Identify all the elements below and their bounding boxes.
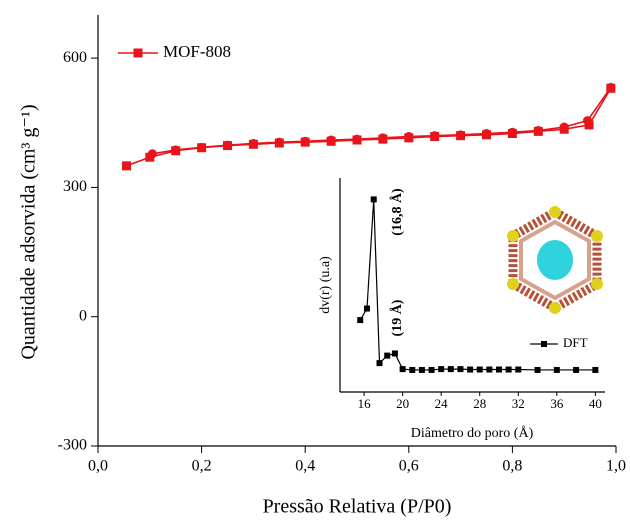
cluster bbox=[507, 230, 519, 242]
cluster bbox=[591, 278, 603, 290]
series-line bbox=[152, 87, 610, 153]
x-tick-label: 0,2 bbox=[192, 458, 212, 475]
data-point bbox=[364, 306, 370, 312]
x-tick-label: 20 bbox=[396, 396, 409, 411]
data-point bbox=[197, 143, 206, 152]
legend-label: MOF-808 bbox=[163, 42, 231, 61]
x-tick-label: 1,0 bbox=[606, 458, 626, 475]
data-point bbox=[467, 367, 473, 373]
legend-marker bbox=[134, 49, 143, 58]
data-point bbox=[583, 116, 592, 125]
data-point bbox=[438, 366, 444, 372]
x-tick-label: 28 bbox=[473, 396, 486, 411]
x-tick-label: 0,4 bbox=[295, 458, 315, 475]
data-point bbox=[457, 366, 463, 372]
data-point bbox=[515, 367, 521, 373]
data-point bbox=[606, 83, 615, 92]
data-point bbox=[122, 161, 131, 170]
data-point bbox=[384, 353, 390, 359]
data-point bbox=[573, 367, 579, 373]
data-point bbox=[409, 367, 415, 373]
data-point bbox=[482, 129, 491, 138]
x-tick-label: 40 bbox=[589, 396, 602, 411]
data-point bbox=[249, 139, 258, 148]
cluster bbox=[549, 302, 561, 314]
data-point bbox=[148, 149, 157, 158]
data-point bbox=[404, 132, 413, 141]
data-point bbox=[496, 367, 502, 373]
structure-icon bbox=[507, 206, 603, 314]
x-tick-label: 32 bbox=[512, 396, 525, 411]
data-point bbox=[554, 367, 560, 373]
data-point bbox=[223, 141, 232, 150]
chart: Pressão Relativa (P/P0) Quantidade adsor… bbox=[0, 0, 630, 522]
data-point bbox=[400, 366, 406, 372]
x-tick-label: 24 bbox=[435, 396, 449, 411]
y-tick-label: -300 bbox=[58, 437, 87, 454]
data-point bbox=[456, 130, 465, 139]
x-axis-title: Pressão Relativa (P/P0) bbox=[263, 496, 452, 518]
annotation: (19 Å) bbox=[389, 299, 405, 336]
x-tick-label: 0,6 bbox=[399, 458, 419, 475]
cluster bbox=[549, 206, 561, 218]
annotation: (16,8 Å) bbox=[389, 188, 405, 236]
y-tick-label: 0 bbox=[79, 307, 87, 324]
pore bbox=[537, 240, 573, 280]
data-point bbox=[392, 350, 398, 356]
x-tick-label: 0,8 bbox=[502, 458, 522, 475]
data-point bbox=[275, 138, 284, 147]
legend-label: DFT bbox=[563, 335, 588, 350]
data-point bbox=[419, 367, 425, 373]
y-tick-label: 300 bbox=[63, 178, 87, 195]
x-tick-label: 36 bbox=[550, 396, 564, 411]
data-point bbox=[371, 196, 377, 202]
data-point bbox=[506, 367, 512, 373]
data-point bbox=[430, 131, 439, 140]
x-tick-label: 16 bbox=[358, 396, 372, 411]
data-point bbox=[353, 135, 362, 144]
data-point bbox=[486, 367, 492, 373]
data-point bbox=[535, 367, 541, 373]
data-point bbox=[429, 367, 435, 373]
data-point bbox=[534, 126, 543, 135]
data-point bbox=[448, 366, 454, 372]
data-point bbox=[592, 367, 598, 373]
data-point bbox=[171, 145, 180, 154]
legend-marker bbox=[541, 341, 547, 347]
data-point bbox=[377, 360, 383, 366]
data-point bbox=[477, 367, 483, 373]
inset-x-axis-title: Diâmetro do poro (Å) bbox=[411, 425, 534, 441]
data-point bbox=[301, 137, 310, 146]
data-point bbox=[508, 128, 517, 137]
data-point bbox=[327, 135, 336, 144]
inset-y-axis-title: dv(r) (u.a) bbox=[318, 256, 333, 314]
y-axis-title: Quantidade adsorvida (cm³ g⁻¹) bbox=[18, 104, 40, 359]
x-tick-label: 0,0 bbox=[88, 458, 108, 475]
data-point bbox=[378, 133, 387, 142]
y-tick-label: 600 bbox=[63, 49, 87, 66]
cluster bbox=[591, 230, 603, 242]
cluster bbox=[507, 278, 519, 290]
data-point bbox=[357, 317, 363, 323]
data-point bbox=[560, 123, 569, 132]
page: {"chart_data": [ {"type": "line", "x_lab… bbox=[0, 0, 630, 522]
